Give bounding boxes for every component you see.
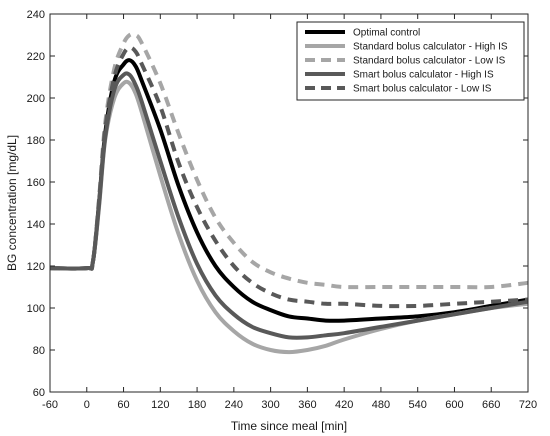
x-tick-label: -60	[42, 399, 58, 411]
y-axis-label: BG concentration [mg/dL]	[5, 135, 19, 271]
y-tick-label: 200	[27, 93, 45, 105]
y-tick-label: 100	[27, 303, 45, 315]
legend-label: Smart bolus calculator - High IS	[353, 70, 494, 81]
x-tick-label: 600	[445, 399, 463, 411]
x-tick-label: 660	[482, 399, 500, 411]
x-tick-label: 420	[335, 399, 353, 411]
x-axis-label: Time since meal [min]	[231, 419, 347, 433]
y-tick-label: 140	[27, 219, 45, 231]
x-tick-label: 60	[117, 399, 129, 411]
y-tick-label: 220	[27, 51, 45, 63]
x-tick-label: 120	[151, 399, 169, 411]
y-tick-label: 240	[27, 9, 45, 21]
x-tick-label: 0	[84, 399, 90, 411]
y-tick-label: 160	[27, 177, 45, 189]
y-tick-label: 180	[27, 135, 45, 147]
legend-label: Optimal control	[353, 28, 420, 39]
x-tick-label: 720	[519, 399, 537, 411]
series-layer	[49, 31, 529, 355]
x-tick-label: 540	[409, 399, 427, 411]
x-tick-label: 480	[372, 399, 390, 411]
x-tick-label: 360	[298, 399, 316, 411]
legend-label: Smart bolus calculator - Low IS	[353, 84, 492, 95]
legend: Optimal control Standard bolus calculator…	[296, 21, 525, 101]
legend-box	[296, 21, 525, 101]
x-tick-label: 240	[225, 399, 243, 411]
x-tick-label: 300	[261, 399, 279, 411]
axes-layer: -60 0 60 120 180 240 300 360 420 480 540 600 660 720 6…	[27, 9, 538, 411]
series-line-5	[49, 45, 529, 309]
y-tick-label: 60	[33, 387, 45, 399]
y-tick-label: 80	[33, 345, 45, 357]
y-tick-label: 120	[27, 261, 45, 273]
legend-label: Standard bolus calculator - High IS	[353, 42, 508, 53]
legend-label: Standard bolus calculator - Low IS	[353, 56, 506, 67]
x-tick-label: 180	[188, 399, 206, 411]
axes-frame	[49, 13, 529, 393]
